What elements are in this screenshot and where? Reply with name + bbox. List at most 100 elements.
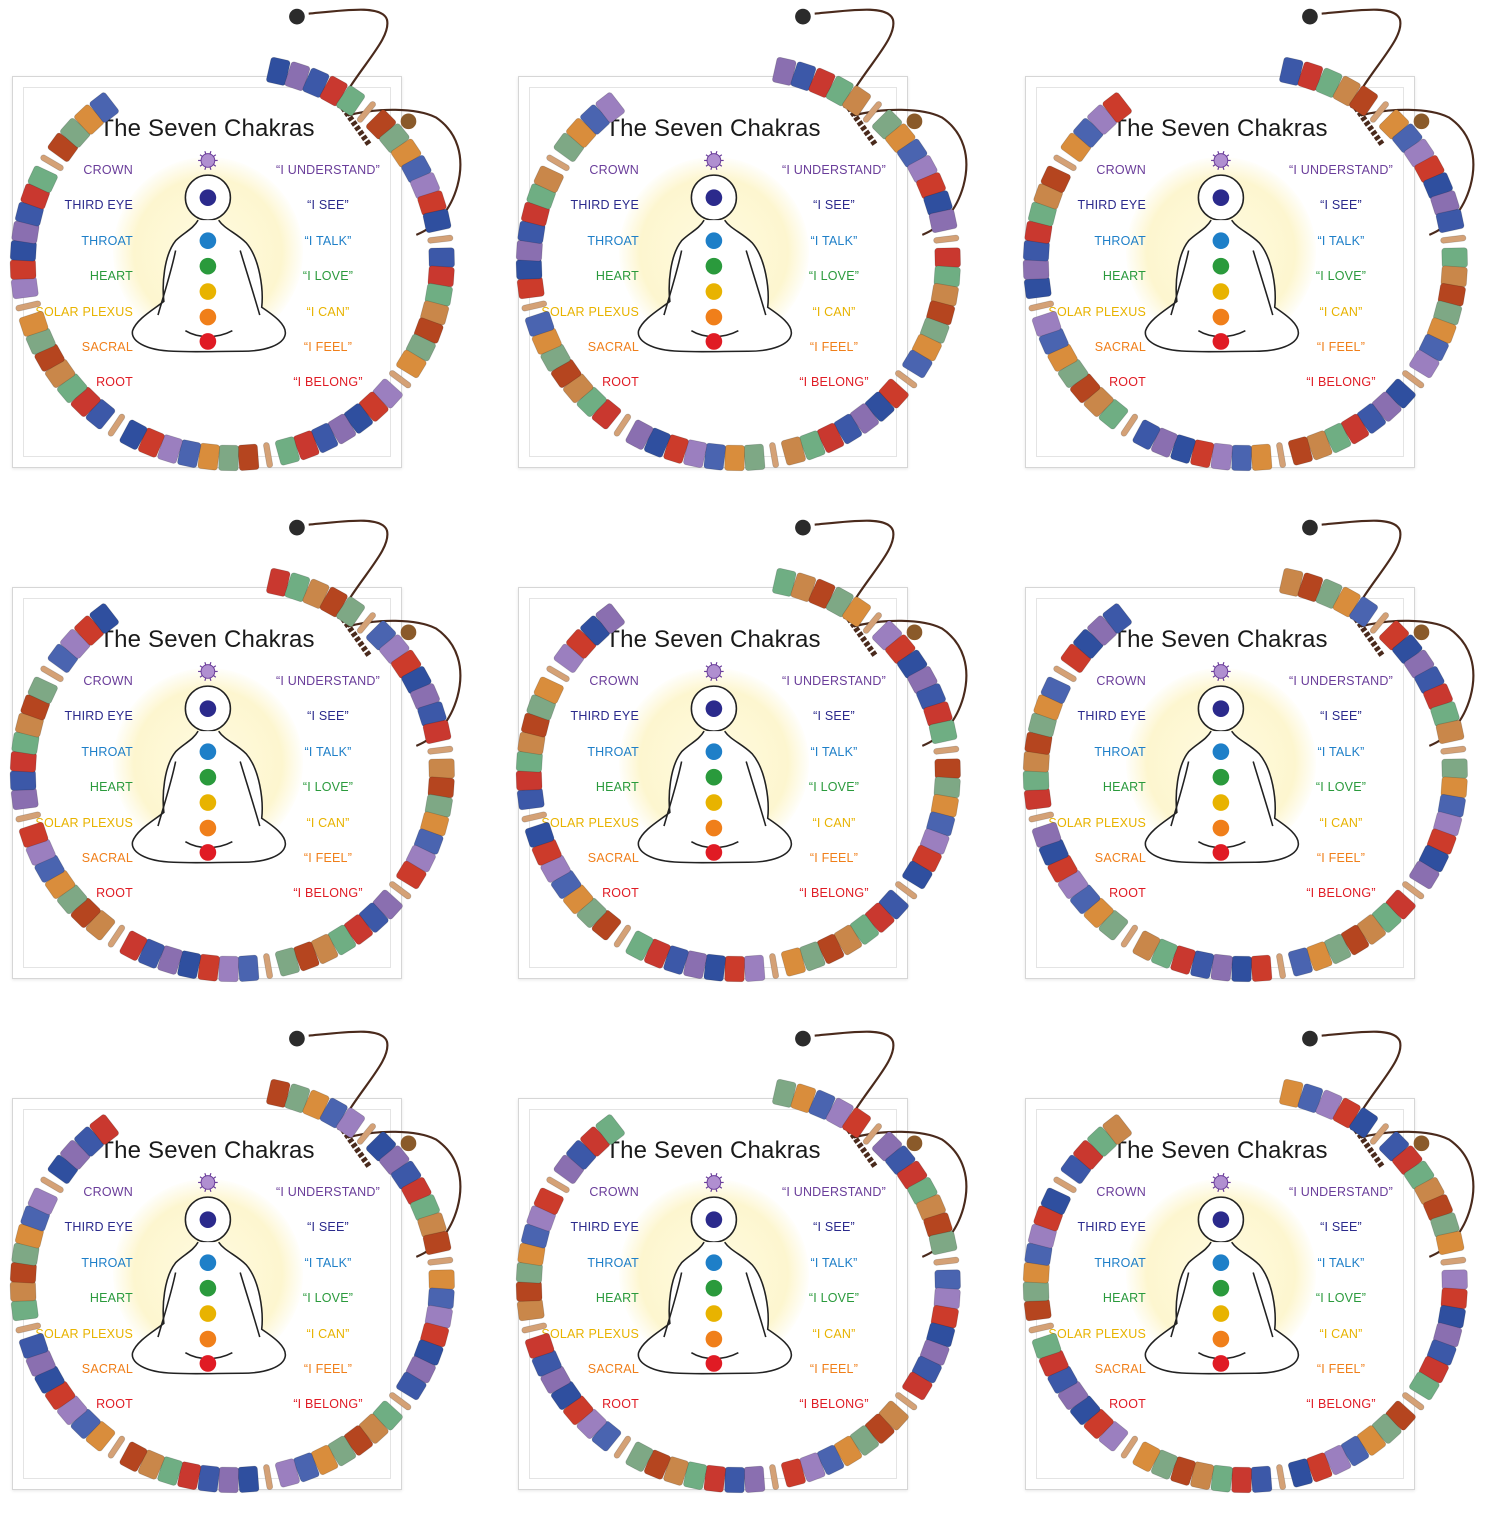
- stone-bead: [177, 439, 202, 469]
- chakra-dot: [705, 308, 723, 326]
- chakra-affirmation: “I BELONG”: [1306, 375, 1376, 390]
- chakra-affirmation: “I SEE”: [1320, 709, 1362, 724]
- bracelet-illustration: [9, 8, 462, 472]
- product-tile: The Seven Chakras CROWN “I UNDERSTAND” THIR…: [1013, 1022, 1492, 1522]
- card-title: The Seven Chakras: [605, 115, 821, 142]
- card-title: The Seven Chakras: [1112, 1137, 1328, 1164]
- chakra-dot: [705, 1305, 723, 1322]
- stone-bead: [428, 247, 455, 269]
- chakra-name: SACRAL: [587, 851, 639, 865]
- spacer-bead: [1028, 1322, 1055, 1334]
- stone-bead: [396, 1371, 427, 1401]
- stone-bead: [833, 413, 863, 445]
- stone-bead: [197, 442, 221, 471]
- chakra-affirmation: “I UNDERSTAND”: [782, 674, 886, 688]
- spacer-bead: [427, 1256, 454, 1266]
- stone-bead: [1190, 439, 1215, 469]
- spacer-bead: [356, 612, 376, 634]
- spacer-bead: [1120, 413, 1139, 437]
- stone-bead: [928, 719, 958, 745]
- chakra-dot: [199, 232, 217, 250]
- product-tile: The Seven Chakras CROWN “I UNDERSTAND” THIR…: [0, 511, 497, 1011]
- chakra-dot: [705, 768, 723, 786]
- spacer-bead: [40, 154, 64, 172]
- spacer-bead: [388, 370, 412, 389]
- spacer-bead: [933, 1256, 960, 1266]
- crown-symbol-icon: [1211, 661, 1231, 681]
- chakra-name: SACRAL: [81, 1362, 133, 1376]
- spacer-bead: [1369, 101, 1389, 123]
- stone-bead: [1231, 955, 1252, 983]
- stone-bead: [533, 1187, 564, 1215]
- stone-bead: [327, 1435, 357, 1467]
- chakra-affirmation: “I CAN”: [812, 1326, 856, 1341]
- stone-bead: [1022, 258, 1050, 280]
- chakra-name: THROAT: [1094, 233, 1146, 248]
- stone-bead: [842, 1107, 872, 1138]
- chakra-dot: [1212, 333, 1230, 350]
- chakra-affirmation: “I SEE”: [813, 1220, 855, 1235]
- end-bead: [906, 113, 923, 130]
- chakra-affirmation: “I FEEL”: [303, 1362, 353, 1376]
- stone-bead: [266, 56, 291, 86]
- stone-bead: [625, 1441, 654, 1472]
- stone-bead: [516, 276, 545, 300]
- stone-bead: [1040, 165, 1071, 193]
- chakra-dot: [705, 333, 723, 350]
- chakra-name: CROWN: [1096, 674, 1146, 688]
- chakra-affirmation: “I UNDERSTAND”: [276, 163, 380, 177]
- stone-bead: [1340, 924, 1370, 956]
- chakra-dot: [199, 1330, 217, 1348]
- stone-bead: [934, 1269, 961, 1291]
- stone-bead: [1349, 596, 1379, 627]
- stone-bead: [1231, 1466, 1252, 1494]
- stone-bead: [18, 821, 49, 848]
- product-tile: The Seven Chakras CROWN “I UNDERSTAND” THIR…: [0, 1022, 497, 1522]
- stone-bead: [302, 67, 330, 98]
- chakra-dot: [705, 1330, 723, 1348]
- stone-bead: [902, 1371, 933, 1401]
- stone-bead: [1040, 676, 1071, 704]
- chakra-affirmation: “I BELONG”: [799, 1397, 869, 1412]
- spacer-bead: [263, 953, 274, 980]
- stone-bead: [816, 422, 845, 454]
- chakra-affirmation: “I FEEL”: [809, 1362, 859, 1376]
- card-title: The Seven Chakras: [605, 626, 821, 653]
- product-tile: The Seven Chakras CROWN “I UNDERSTAND” THIR…: [1013, 511, 1492, 1011]
- stone-bead: [9, 769, 37, 791]
- stone-bead: [1279, 567, 1304, 597]
- chakra-affirmation: “I CAN”: [812, 304, 856, 319]
- end-bead: [795, 519, 811, 536]
- card-title: The Seven Chakras: [99, 115, 315, 142]
- spacer-bead: [107, 924, 126, 948]
- stone-bead: [1297, 572, 1324, 602]
- stone-bead: [177, 1461, 202, 1491]
- chakra-name: SACRAL: [1094, 851, 1146, 865]
- stone-bead: [157, 945, 183, 975]
- bracelet-cord: [308, 1030, 389, 1131]
- crown-symbol-icon: [198, 661, 218, 681]
- bracelet-cord: [1321, 8, 1402, 109]
- crown-symbol-icon: [1211, 150, 1231, 170]
- stone-bead: [842, 85, 872, 116]
- end-bead: [400, 113, 417, 130]
- chakra-dot: [199, 1211, 217, 1228]
- chakra-affirmation: “I CAN”: [812, 815, 856, 830]
- stone-bead: [1306, 1452, 1333, 1483]
- chakra-dot: [705, 1254, 723, 1272]
- stone-bead: [663, 1456, 689, 1486]
- chakra-affirmation: “I SEE”: [813, 198, 855, 213]
- chakra-dot: [1212, 1330, 1230, 1348]
- stone-bead: [1190, 1461, 1215, 1491]
- stone-bead: [1315, 578, 1343, 609]
- chakra-name: THROAT: [81, 744, 133, 759]
- end-bead: [289, 519, 305, 536]
- meditation-figure: [1144, 661, 1300, 864]
- spacer-bead: [862, 612, 882, 634]
- chakra-dot: [1212, 232, 1230, 250]
- end-bead: [400, 1135, 417, 1152]
- stone-bead: [1409, 1371, 1440, 1401]
- stone-bead: [1297, 1083, 1324, 1113]
- stone-bead: [284, 61, 311, 91]
- chakra-affirmation: “I FEEL”: [809, 851, 859, 865]
